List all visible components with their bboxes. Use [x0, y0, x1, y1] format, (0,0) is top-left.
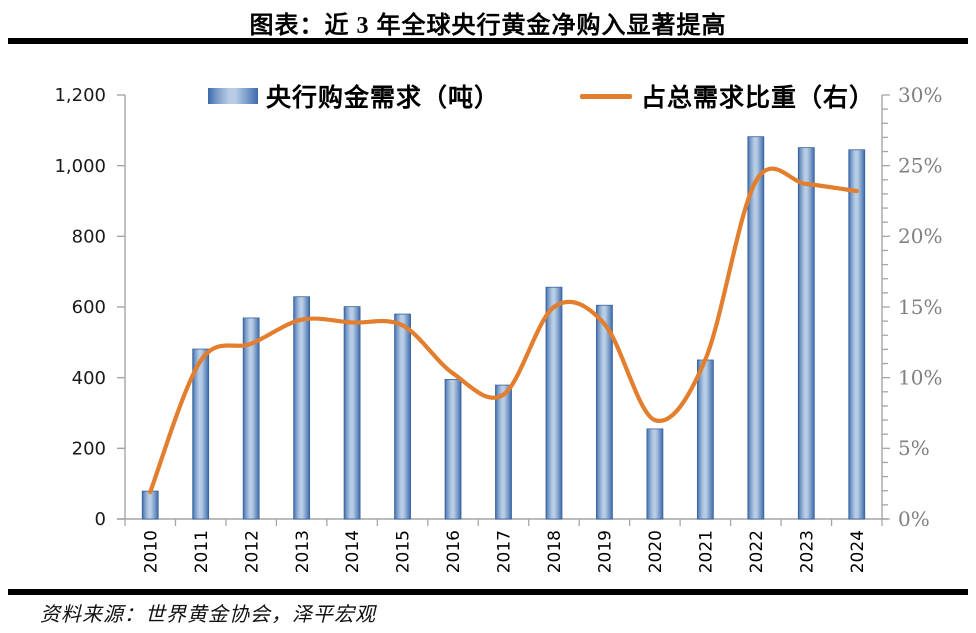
left-axis-label: 1,000 — [54, 156, 106, 177]
right-axis-label: 0% — [898, 507, 930, 531]
x-axis-year-label: 2013 — [293, 530, 313, 573]
bar-2016 — [444, 379, 462, 520]
right-axis-label: 5% — [898, 436, 930, 460]
x-axis-year-label: 2024 — [848, 530, 868, 573]
x-axis-year-label: 2018 — [545, 530, 565, 573]
bar-2013 — [293, 296, 311, 520]
left-axis-label: 0 — [95, 509, 106, 530]
x-axis-year-label: 2016 — [444, 530, 464, 573]
x-axis-year-label: 2021 — [696, 530, 716, 573]
legend-item-line: 占总需求比重（右） — [580, 83, 875, 112]
legend-label-bars: 央行购金需求（吨） — [266, 85, 501, 112]
bar-2010 — [141, 490, 159, 520]
bar-2017 — [495, 384, 512, 520]
x-axis-year-label: 2019 — [596, 530, 616, 573]
right-axis-label: 30% — [898, 83, 942, 107]
bar-2019 — [596, 304, 613, 520]
legend-item-bars: 央行购金需求（吨） — [208, 83, 500, 112]
bottom-divider — [8, 589, 968, 595]
left-axis-label: 600 — [72, 297, 106, 318]
bar-2012 — [242, 317, 260, 520]
right-axis-label: 20% — [898, 224, 942, 248]
x-axis-year-label: 2023 — [797, 530, 817, 573]
x-axis-year-label: 2020 — [646, 530, 666, 573]
x-axis-year-label: 2014 — [343, 530, 363, 573]
bar-2011 — [192, 348, 210, 520]
x-axis-year-label: 2010 — [141, 530, 161, 573]
right-axis-label: 25% — [898, 153, 942, 177]
left-axis-label: 200 — [72, 438, 106, 459]
left-axis-label: 800 — [72, 226, 106, 247]
legend-label-line: 占总需求比重（右） — [641, 85, 876, 112]
chart-canvas: 0 200 400 600 800 1,000 1,200 0% 5% 10% 15% 20% 25% 3… — [54, 83, 942, 573]
bar-2024 — [848, 149, 866, 520]
left-axis-label: 400 — [72, 368, 106, 389]
bar-2014 — [343, 306, 361, 520]
x-axis-year-label: 2011 — [192, 530, 212, 573]
x-axis-year-label: 2022 — [747, 530, 767, 573]
chart-title: 图表：近 3 年全球央行黄金净购入显著提高 — [249, 13, 727, 39]
bar-2015 — [394, 313, 411, 520]
bar-series-swatch-icon — [208, 88, 258, 104]
bar-2018 — [545, 286, 563, 520]
line-series-swatch-icon — [580, 93, 632, 99]
right-axis-label: 15% — [898, 295, 942, 319]
top-divider — [8, 38, 968, 44]
left-axis-label: 1,200 — [54, 85, 106, 106]
x-axis-year-label: 2012 — [242, 530, 262, 573]
share-of-demand-line — [148, 166, 859, 495]
bar-2020 — [646, 428, 664, 520]
x-axis-year-label: 2017 — [495, 530, 515, 573]
bar-2021 — [696, 359, 714, 520]
source-note: 资料来源：世界黄金协会，泽平宏观 — [40, 604, 376, 626]
x-axis-year-label: 2015 — [394, 530, 414, 573]
right-axis-label: 10% — [898, 365, 942, 389]
bar-2022 — [747, 136, 765, 520]
bar-2023 — [797, 147, 815, 520]
